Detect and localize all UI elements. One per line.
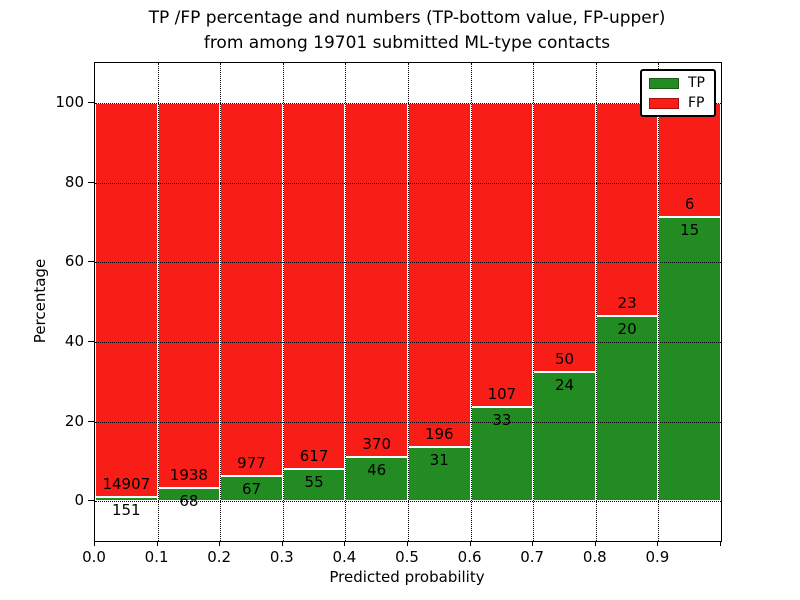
x-tick (94, 541, 95, 546)
grid-line-horizontal (95, 421, 721, 423)
grid-line-vertical (282, 63, 284, 541)
y-tick-label: 60 (64, 252, 84, 271)
bar-segment-tp (658, 216, 721, 502)
legend-item-tp: TP (649, 76, 705, 90)
bar-segment-fp (95, 102, 158, 498)
y-tick-label: 100 (55, 92, 84, 111)
x-tick-label: 0.6 (457, 548, 482, 566)
bar-segment-fp (533, 102, 596, 372)
bar-segment-fp (595, 102, 659, 316)
tp-swatch (649, 77, 679, 89)
bar-segment-fp (157, 102, 221, 488)
legend-item-fp: FP (649, 96, 705, 110)
tp-count-label: 20 (617, 319, 637, 338)
grid-line-horizontal (95, 262, 721, 264)
fp-count-label: 107 (487, 385, 517, 404)
y-tick (88, 181, 94, 183)
y-tick-label: 80 (64, 172, 84, 191)
bar-segment-fp (282, 102, 346, 469)
bar-segment-fp (345, 102, 408, 458)
grid-line-vertical (345, 63, 347, 541)
legend-label-fp: FP (688, 95, 705, 111)
x-tick-label: 0.8 (582, 548, 607, 566)
legend: TP FP (640, 69, 716, 117)
x-tick (281, 541, 283, 546)
x-tick (344, 541, 346, 546)
fp-count-label: 6 (684, 194, 695, 213)
tp-count-label: 68 (179, 491, 199, 510)
grid-line-vertical (658, 63, 660, 541)
tp-count-label: 151 (111, 501, 141, 520)
y-tick (88, 101, 94, 103)
bar-segment-tp (282, 468, 346, 502)
grid-line-vertical (157, 63, 159, 541)
legend-label-tp: TP (688, 75, 705, 91)
tp-count-label: 15 (680, 220, 700, 239)
tp-count-label: 31 (429, 450, 449, 469)
bar-segment-tp (595, 315, 659, 502)
grid-line-horizontal (95, 102, 721, 104)
tp-count-label: 67 (241, 479, 262, 498)
y-tick-label: 40 (64, 331, 84, 350)
bar-segment-tp (220, 475, 283, 502)
x-tick (594, 541, 596, 546)
y-tick (88, 340, 94, 342)
x-tick-label: 0.5 (395, 548, 419, 566)
fp-count-label: 370 (362, 435, 391, 454)
y-tick (88, 500, 94, 502)
tp-count-label: 46 (367, 461, 387, 480)
x-axis-label: Predicted probability (329, 568, 485, 586)
fp-count-label: 617 (299, 446, 329, 465)
fp-count-label: 14907 (102, 475, 151, 494)
y-axis-label-text: Percentage (31, 258, 49, 344)
fp-count-label: 977 (237, 453, 266, 472)
x-tick-label: 0.2 (207, 548, 232, 566)
x-tick (469, 541, 471, 546)
tp-count-label: 33 (492, 411, 512, 430)
bar-segment-fp (220, 102, 283, 476)
x-tick (407, 541, 408, 546)
x-tick (532, 541, 534, 546)
x-tick (156, 541, 158, 546)
chart-title-line2: from among 19701 submitted ML-type conta… (203, 33, 611, 53)
x-tick-label: 0.9 (645, 548, 670, 566)
fp-swatch (649, 97, 679, 109)
x-tick (219, 541, 221, 546)
fp-count-label: 1938 (169, 465, 208, 484)
grid-line-horizontal (95, 501, 721, 503)
grid-line-vertical (408, 63, 409, 541)
y-tick-label: 0 (74, 491, 84, 510)
fp-count-label: 50 (554, 349, 575, 368)
grid-line-vertical (533, 63, 535, 541)
bar-segment-tp (95, 497, 158, 502)
y-tick (88, 420, 94, 422)
x-tick-label: 0.4 (332, 548, 357, 566)
grid-line-horizontal (95, 182, 721, 184)
x-tick-label: 0.1 (144, 548, 169, 566)
grid-line-horizontal (95, 341, 721, 343)
tp-count-label: 55 (304, 472, 324, 491)
y-tick (88, 261, 94, 263)
bar-segment-fp (470, 102, 534, 408)
x-tick (720, 541, 721, 546)
chart-title: TP /FP percentage and numbers (TP-bottom… (94, 6, 720, 56)
fp-count-label: 23 (617, 293, 637, 312)
grid-line-vertical (220, 63, 222, 541)
x-tick (657, 541, 659, 546)
fp-count-label: 196 (424, 424, 454, 443)
x-tick-label: 0.0 (82, 548, 106, 566)
plot-area: TP FP 14907 151 1938 68 977 67 617 55 370 46 196 31… (94, 62, 722, 542)
grid-line-vertical (470, 63, 472, 541)
tp-count-label: 24 (554, 375, 575, 394)
y-tick-label: 20 (64, 411, 84, 430)
grid-line-vertical (595, 63, 597, 541)
x-tick-label: 0.7 (520, 548, 545, 566)
bar-segment-fp (408, 102, 471, 447)
chart-title-line1: TP /FP percentage and numbers (TP-bottom… (148, 8, 666, 28)
x-tick-label: 0.3 (269, 548, 294, 566)
